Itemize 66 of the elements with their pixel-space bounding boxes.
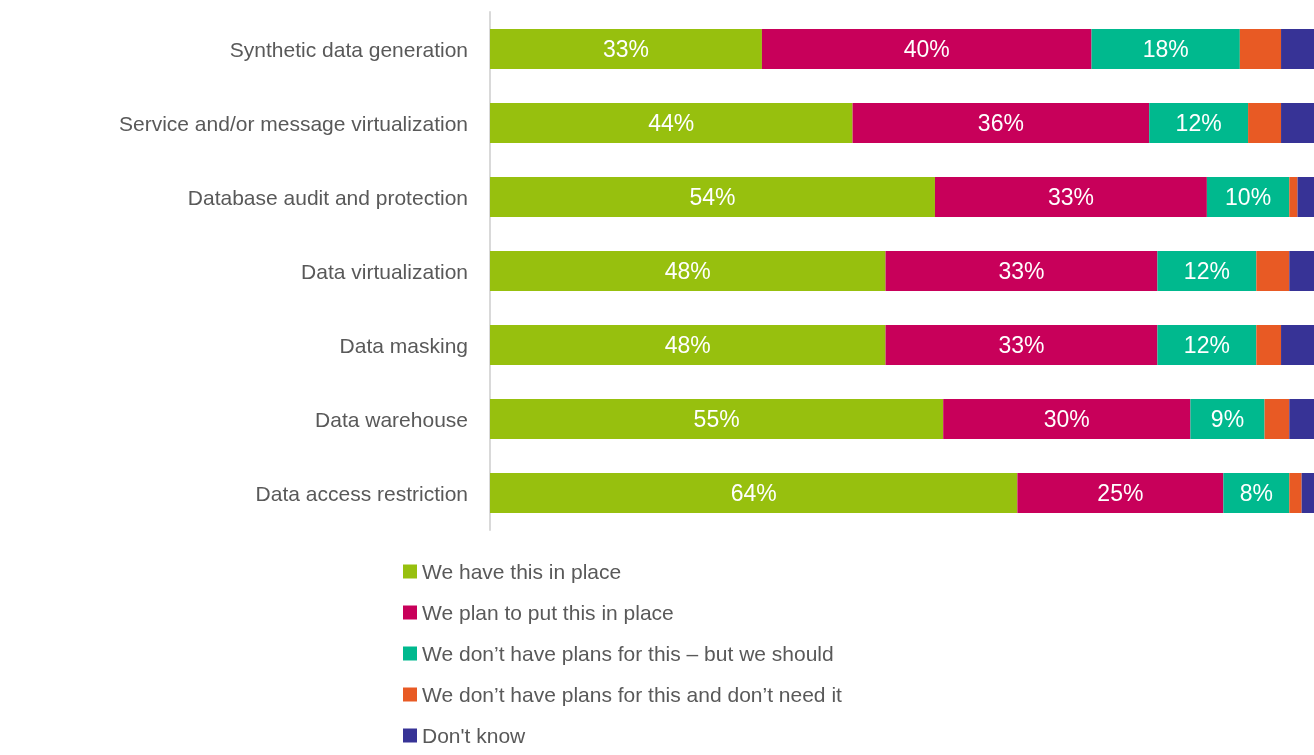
bar [1289,251,1314,291]
data-label: 10% [1225,184,1272,210]
data-label: 30% [1043,406,1090,432]
bar [943,399,1191,439]
y-tick-label: Data virtualization [301,259,468,283]
legend-label: Don't know [422,724,527,747]
bar [1281,325,1314,365]
y-tick-label: Database audit and protection [187,185,468,209]
bar [1264,399,1290,439]
data-label: 33% [1047,184,1094,210]
bar [490,103,853,143]
legend-label: We have this in place [422,560,622,583]
bar [490,251,886,291]
bar [1289,177,1298,217]
data-label: 55% [693,406,740,432]
bar [1157,325,1257,365]
data-label: 36% [977,110,1024,136]
legend-label: We don’t have plans for this – but we should [422,642,834,665]
bar [934,177,1207,217]
bar [1256,251,1290,291]
data-label: 64% [730,480,777,506]
data-label: 25% [1097,480,1144,506]
legend-label: We don’t have plans for this and don’t need it [422,683,843,706]
data-label: 44% [648,110,695,136]
data-label: 8% [1239,480,1273,506]
y-tick-label: Data masking [339,333,468,357]
bar [1017,473,1224,513]
data-label: 48% [664,332,711,358]
bar [1091,29,1240,69]
data-label: 12% [1183,332,1230,358]
bar [1149,103,1249,143]
data-label: 9% [1210,406,1245,432]
bar [885,251,1158,291]
bar [1190,399,1265,439]
bar [1157,251,1257,291]
bar [885,325,1158,365]
bar [761,29,1092,69]
bar [1289,399,1314,439]
bar [1281,103,1314,143]
legend-label: We plan to put this in place [422,601,674,624]
y-tick-label: Data warehouse [315,407,468,431]
bar [1289,473,1302,513]
bar [1256,325,1282,365]
y-tick-label: Data access restriction [255,481,468,505]
bar [490,177,935,217]
data-label: 33% [998,258,1045,284]
data-label: 48% [664,258,711,284]
bar [1297,177,1314,217]
bar [1239,29,1282,69]
bar [1301,473,1314,513]
bar [490,325,886,365]
bar [490,29,762,69]
data-label: 18% [1142,36,1189,62]
y-tick-label: Service and/or message virtualization [118,111,468,135]
data-label: 33% [602,36,649,62]
bar [490,473,1018,513]
bar [1248,103,1282,143]
data-label: 12% [1175,110,1222,136]
data-label: 33% [998,332,1045,358]
data-label: 54% [689,184,736,210]
bar [852,103,1150,143]
y-tick-label: Synthetic data generation [229,37,468,61]
data-label: 12% [1183,258,1230,284]
bar [1281,29,1314,69]
bar [490,399,944,439]
data-label: 40% [903,36,950,62]
